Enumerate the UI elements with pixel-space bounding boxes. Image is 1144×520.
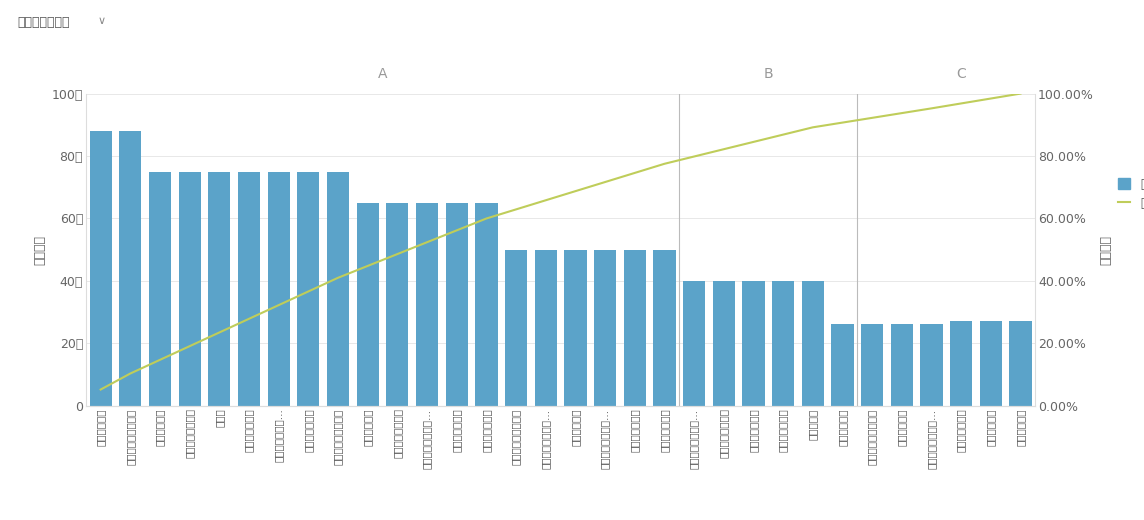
Y-axis label: 売上金額: 売上金額 (33, 235, 46, 265)
Bar (802, 281, 824, 406)
Text: B: B (763, 67, 773, 81)
Bar (534, 250, 557, 406)
Text: ∨: ∨ (97, 16, 105, 25)
Bar (564, 250, 587, 406)
Bar (920, 324, 943, 406)
Bar (891, 324, 913, 406)
Text: A: A (378, 67, 388, 81)
Bar (119, 131, 142, 406)
Y-axis label: 累積比率: 累積比率 (1099, 235, 1112, 265)
Text: C: C (956, 67, 966, 81)
Bar (89, 131, 112, 406)
Bar (713, 281, 734, 406)
Bar (950, 321, 972, 406)
Bar (683, 281, 705, 406)
Bar (979, 321, 1002, 406)
Legend: 売上(千円), 累積比率: 売上(千円), 累積比率 (1118, 178, 1144, 210)
Bar (297, 172, 319, 406)
Bar (1009, 321, 1032, 406)
Bar (475, 203, 498, 406)
Bar (861, 324, 883, 406)
Bar (653, 250, 676, 406)
Bar (445, 203, 468, 406)
Bar (623, 250, 646, 406)
Bar (772, 281, 794, 406)
Bar (268, 172, 289, 406)
Bar (594, 250, 617, 406)
Bar (178, 172, 201, 406)
Bar (327, 172, 349, 406)
Bar (505, 250, 527, 406)
Bar (357, 203, 379, 406)
Bar (742, 281, 764, 406)
Bar (832, 324, 853, 406)
Bar (208, 172, 230, 406)
Text: まとめ数字なし: まとめ数字なし (17, 16, 70, 29)
Bar (416, 203, 438, 406)
Bar (149, 172, 172, 406)
Bar (387, 203, 408, 406)
Bar (238, 172, 260, 406)
